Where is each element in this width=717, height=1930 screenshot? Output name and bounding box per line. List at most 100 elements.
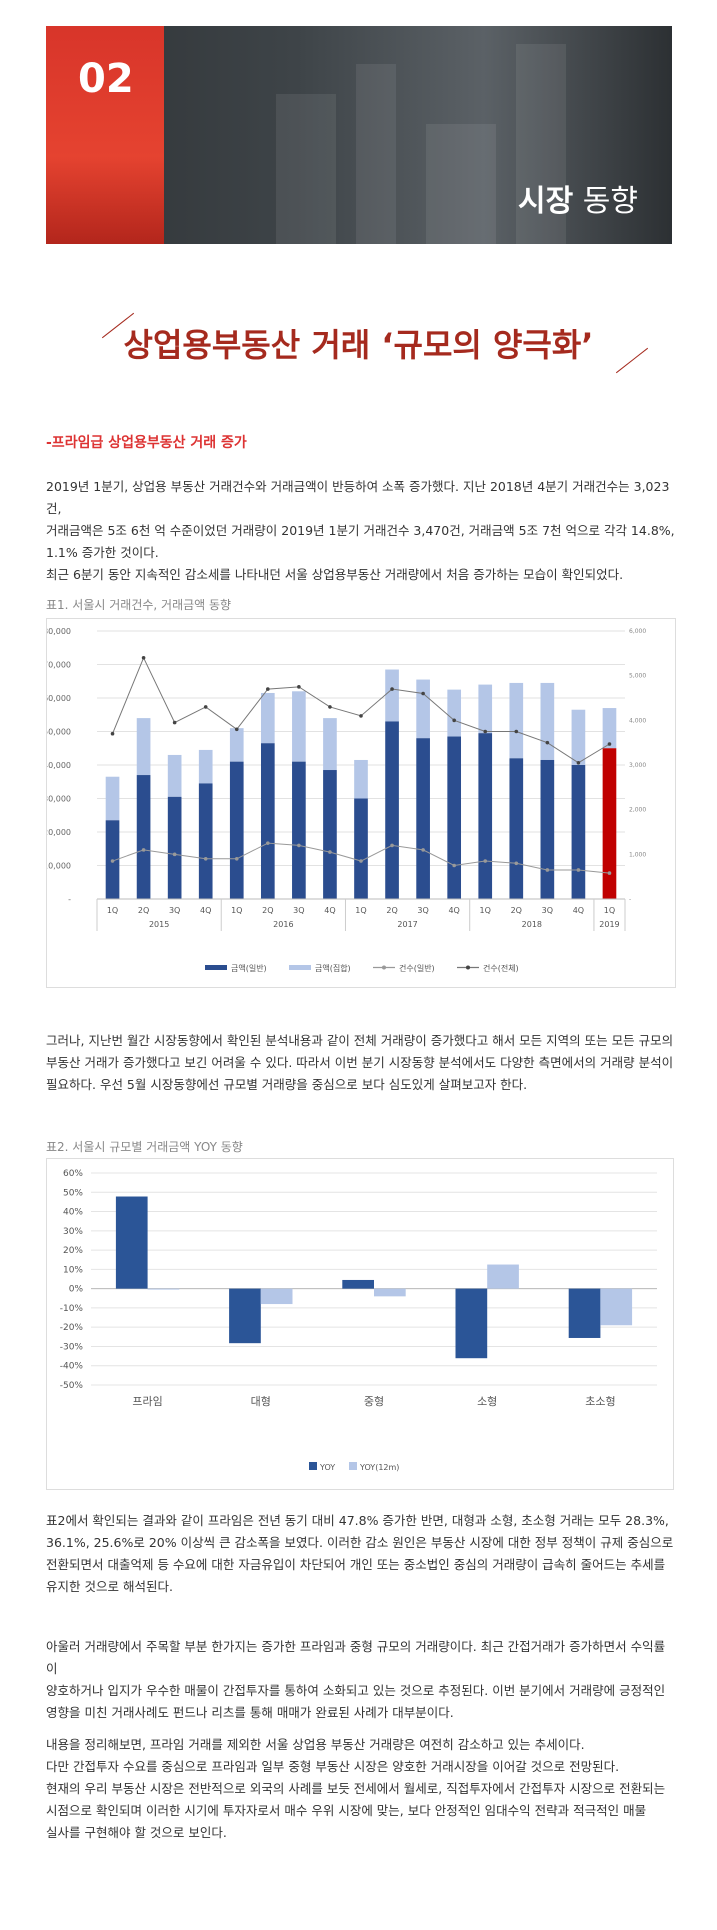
series-point <box>297 685 301 689</box>
banner-building <box>356 64 396 244</box>
y-tick-label: 10,000 <box>47 862 71 871</box>
y2-tick-label: 2,000 <box>629 807 646 814</box>
bar-segment-top <box>354 759 368 799</box>
legend-label: YOY <box>319 1463 335 1472</box>
y-tick-label: -10% <box>60 1304 84 1314</box>
series-point <box>359 714 363 718</box>
x-tick-label: 2Q <box>138 906 149 915</box>
chart1-container: - 10,000 20,000 30,000 40,000 50,000 60,000 70,… <box>43 618 676 988</box>
y-tick-label: 50,000 <box>47 728 71 737</box>
bar-segment-top <box>571 709 586 765</box>
paragraph-line: 실사를 구현해야 할 것으로 보인다. <box>46 1825 227 1840</box>
paragraph-line: 현재의 우리 부동산 시장은 전반적으로 외국의 사례를 보듯 전세에서 월세로… <box>46 1781 666 1796</box>
legend-label: YOY(12m) <box>359 1463 399 1472</box>
legend-marker <box>382 965 386 970</box>
y-tick-label: 20% <box>63 1246 83 1256</box>
x-tick-label: 1Q <box>107 906 118 915</box>
y2-tick-label: 4,000 <box>629 717 646 724</box>
y-tick-label: 70,000 <box>47 661 71 670</box>
year-label: 2015 <box>149 920 169 929</box>
bar-segment-top <box>385 669 399 722</box>
y-tick-label: 60,000 <box>47 694 71 703</box>
bar <box>487 1264 519 1289</box>
legend-swatch <box>309 1462 317 1470</box>
paragraph-4: 아울러 거래량에서 주목할 부분 한가지는 증가한 프라임과 중형 규모의 거래… <box>46 1636 676 1724</box>
paragraph-line: 양호하거나 입지가 우수한 매물이 간접투자를 통하여 소화되고 있는 것으로 … <box>46 1683 666 1698</box>
x-tick-label: 1Q <box>231 906 242 915</box>
chart1-svg: - 10,000 20,000 30,000 40,000 50,000 60,000 70,… <box>43 627 646 973</box>
bar-segment-top <box>292 691 306 762</box>
bar <box>147 1288 180 1290</box>
series-point <box>266 687 270 691</box>
y-tick-label: 40,000 <box>47 761 71 770</box>
bar-segment-bottom <box>447 736 462 899</box>
bar-segment-top <box>509 682 524 759</box>
bar-segment-top <box>416 679 430 739</box>
paragraph-3: 표2에서 확인되는 결과와 같이 프라임은 전년 동기 대비 47.8% 증가한… <box>46 1510 676 1598</box>
section-number: 02 <box>78 56 134 102</box>
bar <box>568 1288 601 1338</box>
bar <box>229 1288 261 1344</box>
paragraph-5: 내용을 정리해보면, 프라임 거래를 제외한 서울 상업용 부동산 거래량은 여… <box>46 1734 676 1844</box>
chart2-container: 60% 50% 40% 30% 20% 10% 0% -10% -20% -30% -40% -50%… <box>46 1158 674 1490</box>
bar-segment-top <box>602 708 617 749</box>
series-point <box>141 848 146 852</box>
x-tick-label: 1Q <box>355 906 366 915</box>
x-tick-label: 소형 <box>477 1395 497 1408</box>
series-point <box>545 868 550 872</box>
bar-segment-bottom <box>292 761 306 899</box>
year-label: 2017 <box>397 920 417 929</box>
bar <box>342 1279 374 1289</box>
paragraph-line: 그러나, 지난번 월간 시장동향에서 확인된 분석내용과 같이 전체 거래량이 … <box>46 1033 674 1048</box>
section-title: 시장 동향 <box>518 176 638 220</box>
series-point <box>607 871 612 875</box>
series-point <box>266 841 270 845</box>
series-point <box>110 731 115 736</box>
section-banner: 02 시장 동향 <box>46 26 672 244</box>
paragraph-line: 영향을 미친 거래사례도 펀드나 리츠를 통해 매매가 완료된 사례가 대부분이… <box>46 1705 454 1720</box>
series-point <box>141 656 146 660</box>
y-tick-label: 80,000 <box>47 627 71 636</box>
series-point <box>328 705 332 709</box>
paragraph-line: 전환되면서 대출억제 등 수요에 대한 자금유입이 차단되어 개인 또는 중소법… <box>46 1557 666 1572</box>
y2-tick-label: 1,000 <box>629 851 646 858</box>
x-tick-label: 초소형 <box>585 1395 615 1408</box>
year-label: 2018 <box>522 920 542 929</box>
paragraph-line: 필요하다. 우선 5월 시장동향에선 규모별 거래량을 중심으로 보다 심도있게… <box>46 1077 528 1092</box>
x-tick-label: 3Q <box>417 906 428 915</box>
bar-segment-top <box>167 754 182 797</box>
x-tick-label: 4Q <box>573 906 584 915</box>
paragraph-line: 내용을 정리해보면, 프라임 거래를 제외한 서울 상업용 부동산 거래량은 여… <box>46 1737 585 1752</box>
series-point <box>359 859 363 863</box>
bar-segment-bottom <box>602 748 617 899</box>
legend-label: 건수(일반) <box>399 963 435 973</box>
series-point <box>452 718 456 723</box>
banner-building <box>516 44 566 244</box>
bar-segment-bottom <box>385 721 399 899</box>
y-tick-label: -30% <box>60 1342 84 1352</box>
bar <box>455 1288 488 1359</box>
series-point <box>110 859 115 863</box>
legend-marker <box>466 965 470 970</box>
y-tick-label: 20,000 <box>47 828 71 837</box>
bar-segment-top <box>478 684 493 734</box>
chart2-svg: 60% 50% 40% 30% 20% 10% 0% -10% -20% -30% -40% -50%… <box>60 1169 657 1472</box>
legend-label: 건수(전체) <box>483 963 519 973</box>
y-tick-label: 30% <box>63 1227 83 1237</box>
bar-segment-bottom <box>571 765 586 899</box>
y2-tick-label: 3,000 <box>629 762 646 769</box>
series-point <box>328 850 332 854</box>
series-line <box>112 656 610 764</box>
y-tick-label: 60% <box>63 1169 83 1179</box>
paragraph-line: 시점으로 확인되며 이러한 시기에 투자자로서 매수 우위 시장에 맞는, 보다… <box>46 1803 647 1818</box>
paragraph-line: 표2에서 확인되는 결과와 같이 프라임은 전년 동기 대비 47.8% 증가한… <box>46 1513 669 1528</box>
series-point <box>390 843 394 848</box>
y-tick-label: 0% <box>69 1285 84 1295</box>
y2-tick-label: 5,000 <box>629 673 646 680</box>
banner-building <box>426 124 496 244</box>
bar-segment-bottom <box>509 758 524 899</box>
paragraph-line: 1.1% 증가한 것이다. <box>46 545 159 560</box>
y-tick-label: 40% <box>63 1208 83 1218</box>
bar-segment-bottom <box>416 738 430 899</box>
bar-segment-bottom <box>323 770 337 899</box>
